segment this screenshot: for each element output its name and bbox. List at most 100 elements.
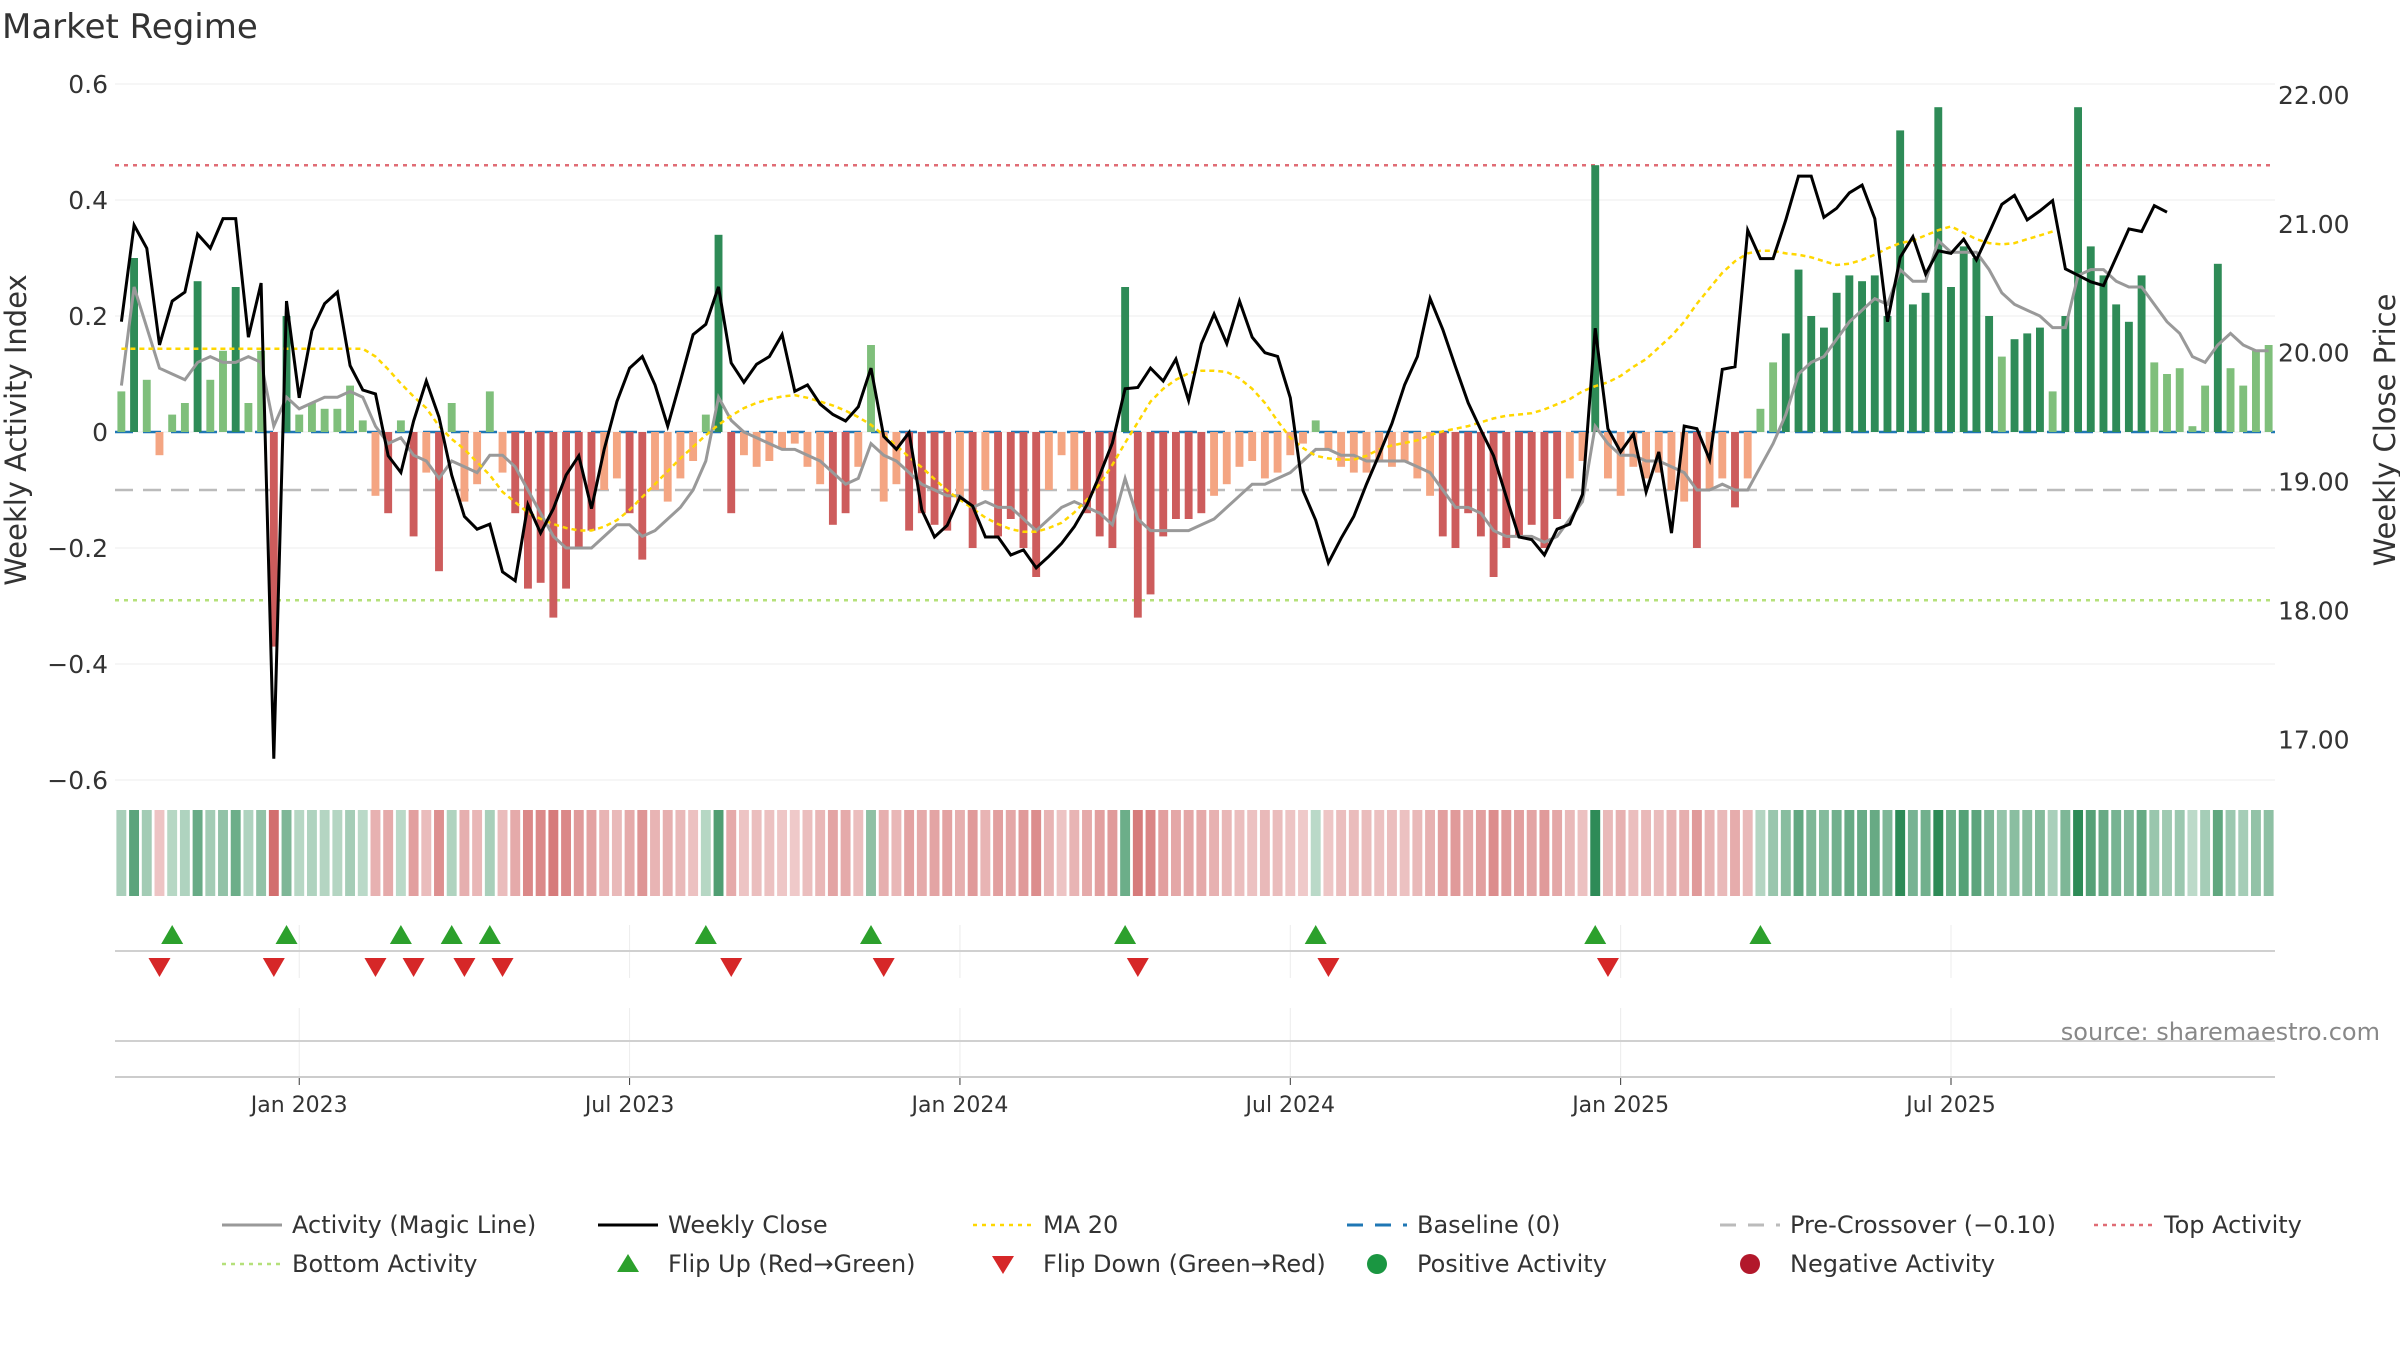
flip-down-marker <box>453 958 476 977</box>
regime-cell <box>688 810 699 896</box>
regime-cell <box>2162 810 2172 896</box>
activity-bar <box>422 432 431 473</box>
activity-bar <box>1947 287 1955 432</box>
activity-bar <box>549 432 558 618</box>
regime-cell <box>1768 810 1779 896</box>
activity-bar <box>994 432 1002 537</box>
regime-cell <box>1844 810 1855 896</box>
regime-cell <box>1628 810 1639 896</box>
activity-bar <box>2163 374 2171 432</box>
regime-cell <box>1336 810 1347 896</box>
regime-cell <box>738 810 749 896</box>
regime-cell <box>1691 810 1702 896</box>
activity-bar <box>2150 362 2159 432</box>
regime-cell <box>218 810 228 896</box>
activity-bar <box>333 408 342 432</box>
activity-bars <box>117 107 2273 647</box>
activity-bar <box>1032 432 1041 577</box>
regime-cell <box>2034 810 2045 896</box>
legend-swatch <box>1367 1254 1387 1274</box>
legend-item: Baseline (0) <box>1347 1211 1560 1239</box>
activity-bar <box>1832 292 1841 432</box>
activity-bar <box>1616 432 1625 496</box>
regime-cell <box>2047 810 2058 896</box>
legend-item: Pre-Crossover (−0.10) <box>1720 1211 2056 1239</box>
activity-bar <box>1210 432 1218 496</box>
regime-cell <box>1984 810 1995 896</box>
activity-bar <box>1095 432 1104 537</box>
activity-bar <box>308 403 316 432</box>
flip-up-marker <box>1584 925 1607 944</box>
regime-cell <box>611 810 622 896</box>
x-tick-label: Jul 2023 <box>583 1093 675 1118</box>
legend-item: Flip Down (Green→Red) <box>992 1250 1326 1278</box>
activity-bar <box>2010 339 2019 432</box>
flip-down-marker <box>1596 958 1619 977</box>
regime-cell <box>179 810 190 896</box>
activity-bar <box>1172 432 1180 519</box>
activity-bar <box>1680 432 1689 502</box>
source-note: source: sharemaestro.com <box>2061 1018 2380 1046</box>
activity-bar <box>727 432 736 514</box>
regime-cell <box>1615 810 1626 896</box>
legend-swatch <box>992 1256 1014 1274</box>
activity-bar <box>282 316 291 432</box>
activity-bar <box>714 234 723 432</box>
regime-cell <box>1806 810 1817 896</box>
regime-cell <box>1132 810 1143 896</box>
flip-up-marker <box>1114 925 1137 944</box>
regime-cell <box>1323 810 1334 896</box>
regime-cell <box>1437 810 1448 896</box>
regime-cell <box>167 810 178 896</box>
flip-down-marker <box>148 958 171 977</box>
regime-cell <box>1653 810 1664 896</box>
activity-bar <box>1972 258 1981 432</box>
activity-bar <box>790 432 799 444</box>
activity-bar <box>1108 432 1117 548</box>
activity-bar <box>1400 432 1409 461</box>
activity-bar <box>917 432 926 514</box>
flip-up-marker <box>440 925 463 944</box>
regime-cell <box>1742 810 1753 896</box>
regime-cell <box>599 810 610 896</box>
regime-cell <box>1145 810 1156 896</box>
activity-bar <box>562 432 570 589</box>
activity-bar <box>1743 432 1752 479</box>
flip-up-marker <box>1749 925 1772 944</box>
regime-cell <box>2073 810 2084 896</box>
activity-bar <box>447 403 456 432</box>
regime-cell <box>497 810 508 896</box>
left-tick-label: 0.6 <box>68 70 108 99</box>
activity-bar <box>2188 426 2197 432</box>
regime-cell <box>192 810 203 896</box>
activity-bar <box>1883 316 1892 432</box>
flip-up-marker <box>694 925 717 944</box>
regime-cell <box>700 810 711 896</box>
regime-cell <box>1717 810 1728 896</box>
regime-cell <box>1946 810 1956 896</box>
regime-cell <box>1247 810 1258 896</box>
legend-swatch <box>1740 1254 1760 1274</box>
regime-cell <box>154 810 165 896</box>
regime-cell <box>472 810 483 896</box>
regime-cell <box>1374 810 1385 896</box>
legend-label: Activity (Magic Line) <box>292 1211 536 1239</box>
regime-cell <box>878 810 889 896</box>
activity-bar <box>2099 275 2108 432</box>
left-tick-label: −0.4 <box>47 650 108 679</box>
series-lines <box>119 174 2269 759</box>
regime-cell <box>916 810 927 896</box>
flip-markers <box>148 925 1772 977</box>
regime-cell <box>548 810 559 896</box>
activity-bar <box>180 403 189 432</box>
regime-cell <box>1602 810 1613 896</box>
legend-label: Pre-Crossover (−0.10) <box>1790 1211 2056 1239</box>
regime-cell <box>840 810 851 896</box>
activity-bar <box>346 385 354 432</box>
regime-cell <box>815 810 826 896</box>
regime-cell <box>624 810 635 896</box>
activity-bar <box>2201 385 2210 432</box>
regime-cell <box>2174 810 2185 896</box>
flip-down-marker <box>364 958 387 977</box>
activity-bar <box>384 432 393 514</box>
